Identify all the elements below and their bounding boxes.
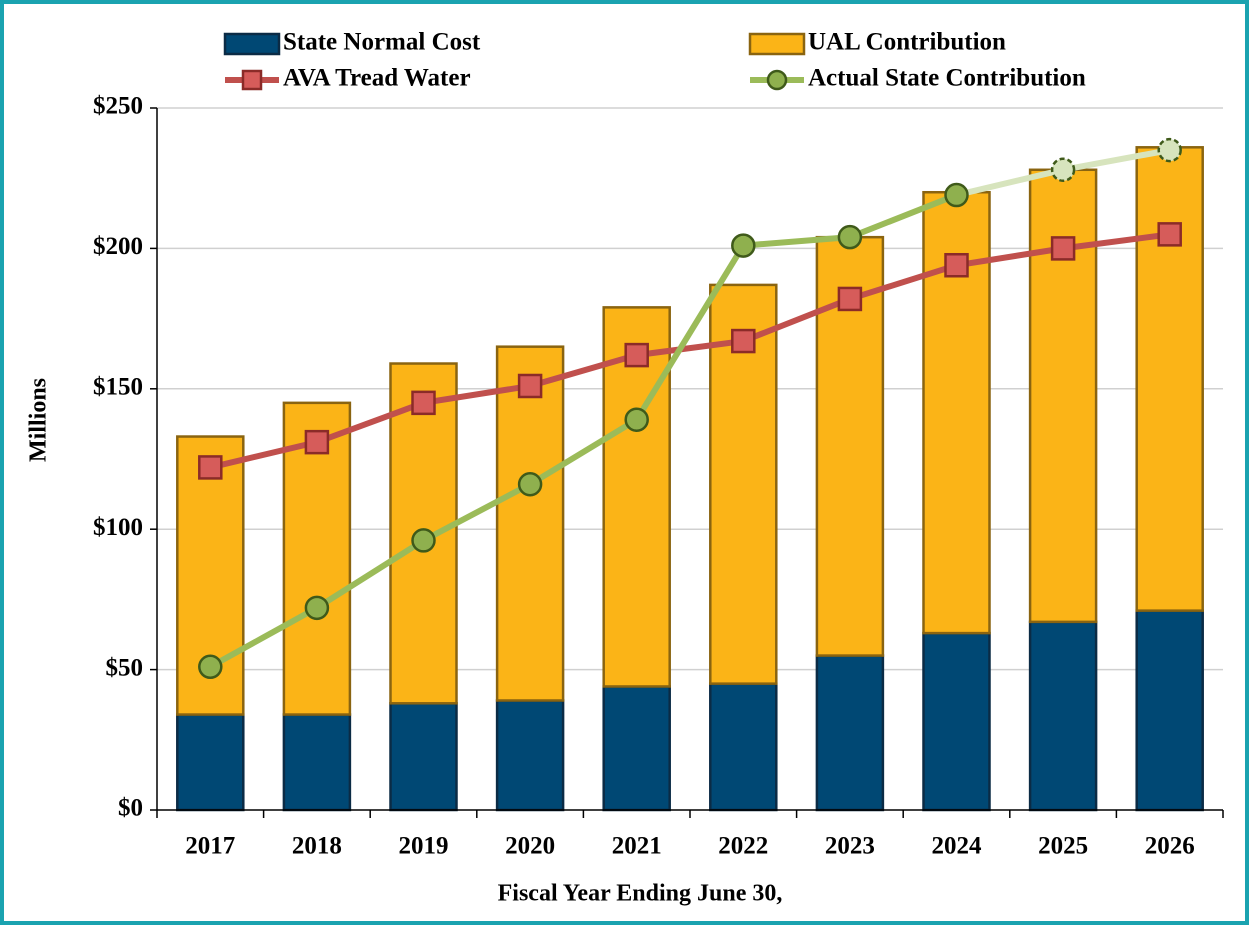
y-tick-label: $200 [93, 233, 143, 260]
bar [495, 699, 565, 812]
legend-swatch [748, 32, 806, 56]
marker [1050, 157, 1076, 183]
x-tick-label: 2022 [718, 833, 768, 860]
x-tick-label: 2017 [185, 833, 235, 860]
y-tick-label: $100 [93, 514, 143, 541]
x-tick-label: 2026 [1145, 833, 1195, 860]
marker [837, 286, 863, 312]
x-tick-label: 2020 [505, 833, 555, 860]
x-tick-label: 2025 [1038, 833, 1088, 860]
line [208, 192, 958, 670]
marker [944, 182, 969, 208]
marker [411, 390, 436, 416]
marker [731, 233, 756, 258]
bar [1135, 609, 1204, 812]
marker [624, 407, 649, 432]
marker [837, 224, 863, 250]
legend-swatch [223, 32, 281, 56]
bar [922, 631, 991, 812]
marker [304, 595, 330, 621]
marker [411, 528, 436, 553]
x-tick-label: 2018 [292, 833, 342, 860]
y-tick-label: $0 [118, 795, 143, 822]
bar [602, 306, 671, 688]
bar [176, 713, 245, 812]
marker [517, 373, 543, 399]
marker [1157, 222, 1182, 247]
marker [624, 342, 649, 368]
bar [815, 654, 885, 812]
y-tick-label: $150 [93, 374, 143, 401]
legend-label: Actual State Contribution [808, 65, 1086, 92]
marker [304, 429, 330, 455]
legend-label: State Normal Cost [283, 29, 481, 56]
marker [517, 472, 543, 497]
marker [1050, 236, 1076, 261]
y-tick-label: $250 [93, 93, 143, 120]
bar [495, 345, 565, 702]
bar [282, 713, 352, 812]
x-tick-label: 2021 [612, 833, 662, 860]
bar [1135, 146, 1204, 612]
legend-marker [766, 69, 788, 91]
marker [198, 654, 223, 680]
bar [602, 685, 671, 812]
x-tick-label: 2024 [932, 833, 983, 860]
marker [1157, 137, 1182, 163]
bar [1028, 620, 1098, 812]
bar [709, 682, 778, 812]
y-axis-label: Millions [26, 378, 52, 462]
x-axis-label: Fiscal Year Ending June 30, [498, 881, 783, 907]
marker [944, 252, 969, 278]
legend-label: UAL Contribution [808, 29, 1006, 56]
marker [198, 455, 223, 480]
legend-marker [241, 69, 263, 91]
bar [282, 401, 352, 716]
x-tick-label: 2023 [825, 833, 875, 860]
marker [731, 328, 756, 354]
legend-label: AVA Tread Water [283, 65, 471, 92]
line [209, 231, 1171, 471]
x-tick-label: 2019 [399, 833, 449, 860]
bar [389, 702, 458, 812]
y-tick-label: $50 [106, 654, 144, 681]
